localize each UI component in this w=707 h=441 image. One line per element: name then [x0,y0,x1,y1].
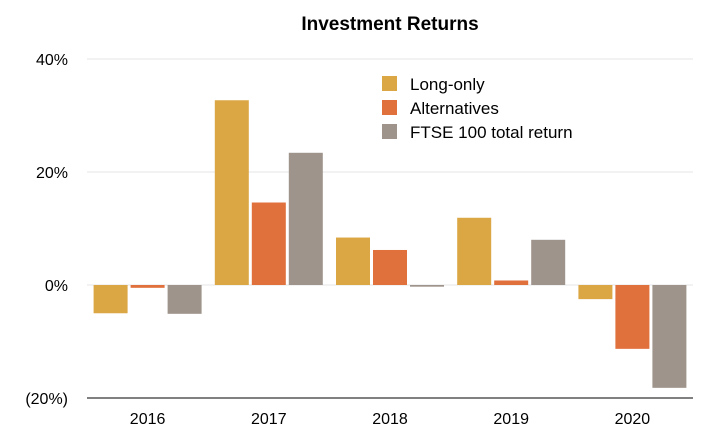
bar-alternatives-2017 [251,202,286,285]
x-tick-label: 2019 [493,411,529,428]
x-tick-label: 2020 [615,411,651,428]
bar-alternatives-2019 [494,280,529,285]
y-tick-label: 40% [36,52,68,69]
legend-label: Long-only [410,75,485,94]
bar-long-only-2017 [214,100,249,286]
bars [93,100,687,388]
y-tick-label: 20% [36,165,68,182]
axes: 40% 20% 0% (20%) 2016 2017 2018 2019 2020 [25,52,693,428]
x-tick-label: 2018 [372,411,408,428]
legend-swatch [382,100,397,115]
x-tick-label: 2016 [130,411,166,428]
bar-long-only-2016 [93,285,128,314]
legend-swatch [382,76,397,91]
bar-alternatives-2018 [373,249,407,285]
bar-long-only-2018 [336,237,370,285]
bar-alternatives-2020 [615,285,650,349]
legend-swatch [382,124,397,139]
bar-ftse-100-total-return-2016 [167,285,202,314]
bar-long-only-2020 [578,285,613,300]
bar-ftse-100-total-return-2020 [652,285,687,388]
bar-alternatives-2016 [130,285,165,288]
chart-title: Investment Returns [301,14,478,35]
bar-ftse-100-total-return-2018 [410,285,444,287]
x-tick-label: 2017 [251,411,287,428]
y-tick-label: 0% [45,278,68,295]
legend-label: FTSE 100 total return [410,123,573,142]
bar-long-only-2019 [457,217,492,285]
legend-label: Alternatives [410,99,499,118]
y-tick-label: (20%) [25,391,68,408]
bar-ftse-100-total-return-2019 [531,239,566,285]
legend: Long-only Alternatives FTSE 100 total retu… [382,75,573,142]
bar-ftse-100-total-return-2017 [288,152,323,285]
